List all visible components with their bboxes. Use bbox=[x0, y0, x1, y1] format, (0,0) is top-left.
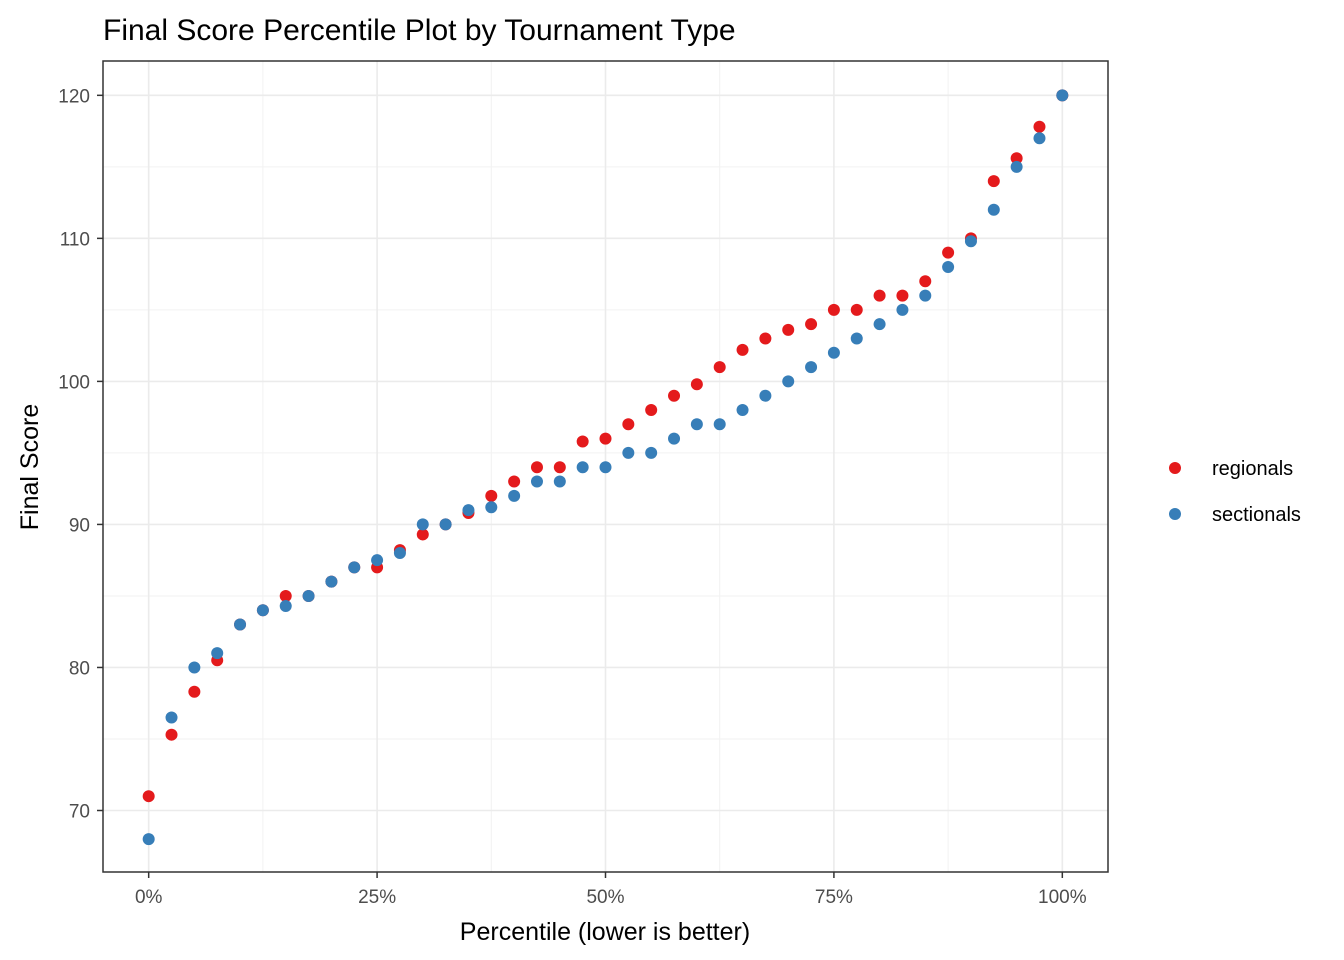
data-point-regionals bbox=[919, 275, 932, 288]
data-point-sectionals bbox=[1033, 132, 1046, 145]
data-point-sectionals bbox=[622, 446, 635, 459]
data-point-sectionals bbox=[1056, 89, 1069, 102]
y-tick-label: 70 bbox=[69, 801, 90, 822]
data-point-sectionals bbox=[142, 833, 155, 846]
data-point-regionals bbox=[1033, 120, 1046, 133]
data-point-sectionals bbox=[416, 518, 429, 531]
data-point-sectionals bbox=[919, 289, 932, 302]
legend-label: regionals bbox=[1212, 458, 1293, 480]
data-point-sectionals bbox=[348, 561, 361, 574]
data-point-sectionals bbox=[873, 318, 886, 331]
legend-key-regionals bbox=[1169, 462, 1181, 474]
y-tick-label: 110 bbox=[60, 229, 90, 250]
data-point-sectionals bbox=[188, 661, 201, 674]
chart-title: Final Score Percentile Plot by Tournamen… bbox=[103, 14, 736, 47]
data-point-sectionals bbox=[599, 461, 612, 474]
data-point-regionals bbox=[1010, 152, 1023, 165]
data-point-sectionals bbox=[759, 389, 772, 402]
y-tick-label: 90 bbox=[69, 515, 90, 536]
y-tick-label: 80 bbox=[69, 658, 90, 679]
data-point-regionals bbox=[416, 528, 429, 541]
data-point-sectionals bbox=[827, 346, 840, 359]
data-point-sectionals bbox=[302, 589, 315, 602]
x-tick-label: 75% bbox=[815, 887, 853, 908]
y-axis-title: Final Score bbox=[16, 404, 44, 530]
data-point-regionals bbox=[827, 303, 840, 316]
data-point-sectionals bbox=[325, 575, 338, 588]
data-point-regionals bbox=[142, 790, 155, 803]
data-point-regionals bbox=[713, 361, 726, 374]
data-point-sectionals bbox=[393, 547, 406, 560]
data-point-sectionals bbox=[256, 604, 269, 617]
data-point-sectionals bbox=[964, 235, 977, 248]
x-tick-label: 0% bbox=[135, 887, 163, 908]
data-point-regionals bbox=[485, 489, 498, 502]
data-point-sectionals bbox=[942, 260, 955, 273]
data-point-sectionals bbox=[736, 404, 749, 417]
series-sectionals bbox=[142, 89, 1069, 846]
x-tick-label: 100% bbox=[1038, 887, 1087, 908]
data-point-sectionals bbox=[668, 432, 681, 445]
data-point-sectionals bbox=[371, 554, 384, 567]
data-point-regionals bbox=[622, 418, 635, 431]
data-point-regionals bbox=[188, 685, 201, 698]
data-point-regionals bbox=[508, 475, 521, 488]
axes: 0% 25% 50% 75% 100% 70 80 90 100 110 120 bbox=[58, 86, 1086, 908]
data-point-regionals bbox=[987, 175, 1000, 188]
data-point-sectionals bbox=[485, 501, 498, 514]
data-point-sectionals bbox=[1010, 160, 1023, 173]
data-point-sectionals bbox=[508, 489, 521, 502]
data-point-sectionals bbox=[553, 475, 566, 488]
data-point-sectionals bbox=[279, 599, 292, 612]
data-point-regionals bbox=[530, 461, 543, 474]
data-point-sectionals bbox=[645, 446, 658, 459]
data-point-sectionals bbox=[462, 504, 475, 517]
data-point-regionals bbox=[599, 432, 612, 445]
data-point-regionals bbox=[690, 378, 703, 391]
data-point-sectionals bbox=[850, 332, 863, 345]
data-point-sectionals bbox=[987, 203, 1000, 216]
data-point-sectionals bbox=[530, 475, 543, 488]
y-tick-label: 120 bbox=[58, 86, 90, 107]
data-point-regionals bbox=[896, 289, 909, 302]
data-point-regionals bbox=[645, 404, 658, 417]
data-point-sectionals bbox=[439, 518, 452, 531]
data-point-regionals bbox=[165, 728, 178, 741]
x-axis-title: Percentile (lower is better) bbox=[460, 918, 750, 946]
legend-key-sectionals bbox=[1169, 508, 1181, 520]
data-point-sectionals bbox=[896, 303, 909, 316]
data-point-sectionals bbox=[211, 647, 224, 660]
legend-item-regionals: regionals bbox=[1169, 458, 1293, 480]
data-point-regionals bbox=[873, 289, 886, 302]
y-tick-label: 100 bbox=[58, 372, 90, 393]
data-point-regionals bbox=[805, 318, 818, 331]
data-point-sectionals bbox=[805, 361, 818, 374]
legend: regionals sectionals bbox=[1169, 458, 1301, 526]
grid bbox=[103, 61, 1108, 872]
data-point-regionals bbox=[576, 435, 589, 448]
data-point-regionals bbox=[850, 303, 863, 316]
legend-item-sectionals: sectionals bbox=[1169, 504, 1301, 526]
legend-label: sectionals bbox=[1212, 504, 1301, 526]
data-point-regionals bbox=[279, 589, 292, 602]
data-point-regionals bbox=[782, 323, 795, 336]
data-point-sectionals bbox=[576, 461, 589, 474]
data-point-sectionals bbox=[782, 375, 795, 388]
data-point-regionals bbox=[759, 332, 772, 345]
data-point-sectionals bbox=[690, 418, 703, 431]
data-point-sectionals bbox=[234, 618, 247, 631]
data-point-regionals bbox=[668, 389, 681, 402]
x-tick-label: 25% bbox=[358, 887, 396, 908]
series-regionals bbox=[142, 89, 1069, 803]
data-point-regionals bbox=[942, 246, 955, 259]
data-point-regionals bbox=[736, 343, 749, 356]
data-points bbox=[142, 89, 1069, 846]
data-point-sectionals bbox=[713, 418, 726, 431]
data-point-regionals bbox=[553, 461, 566, 474]
data-point-sectionals bbox=[165, 711, 178, 724]
x-tick-label: 50% bbox=[586, 887, 624, 908]
